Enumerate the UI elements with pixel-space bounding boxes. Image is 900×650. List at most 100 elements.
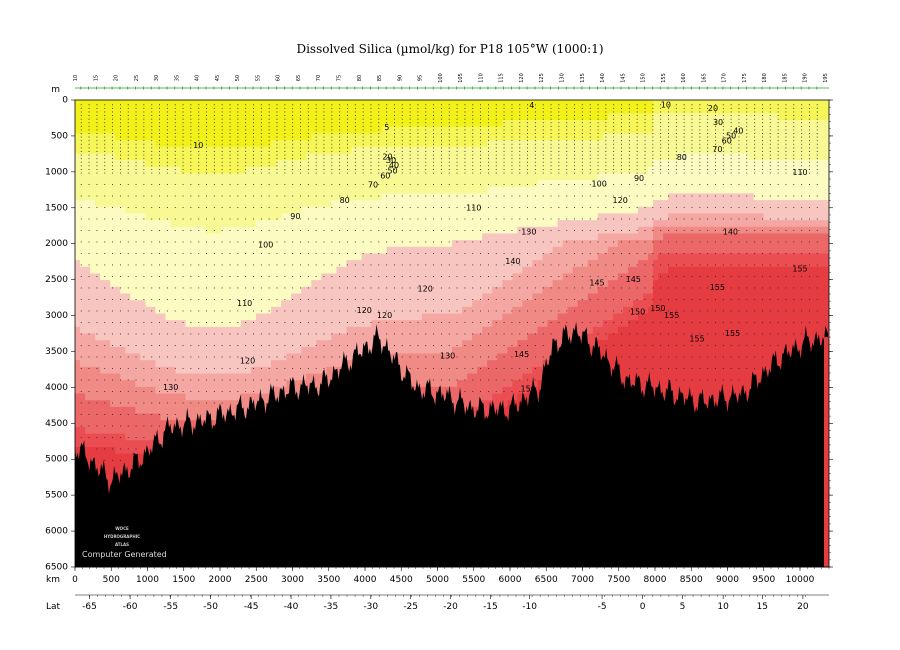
field-cell	[291, 193, 297, 201]
field-cell	[115, 126, 121, 134]
field-cell	[396, 313, 403, 321]
field-cell	[341, 306, 348, 315]
field-cell	[140, 100, 146, 108]
field-cell	[240, 200, 247, 208]
field-cell	[195, 280, 202, 288]
field-cell	[296, 300, 302, 308]
field-cell	[381, 200, 388, 208]
field-cell	[336, 240, 343, 248]
field-cell	[170, 160, 177, 168]
field-cell	[125, 366, 131, 375]
field-cell	[140, 180, 146, 188]
field-cell	[225, 286, 232, 295]
field-cell	[185, 393, 192, 401]
field-cell	[85, 200, 91, 208]
field-cell	[210, 133, 217, 141]
field-cell	[321, 206, 327, 215]
field-cell	[260, 346, 267, 355]
field-cell	[266, 273, 272, 281]
field-cell	[220, 280, 227, 288]
field-cell	[225, 126, 232, 134]
field-cell	[266, 326, 272, 335]
field-cell	[115, 320, 121, 328]
field-cell	[75, 180, 81, 188]
field-cell	[266, 293, 272, 301]
field-cell	[321, 180, 327, 188]
field-cell	[260, 273, 267, 281]
field-cell	[100, 366, 106, 375]
field-cell	[366, 340, 373, 348]
field-cell	[205, 313, 212, 321]
field-cell	[346, 186, 353, 194]
field-cell	[180, 300, 187, 308]
field-cell	[431, 180, 438, 188]
field-cell	[110, 193, 116, 201]
field-cell	[281, 160, 287, 168]
field-cell	[326, 360, 332, 368]
field-cell	[411, 260, 418, 268]
field-cell	[85, 373, 91, 381]
field-cell	[381, 126, 388, 134]
field-cell	[220, 253, 227, 261]
field-cell	[165, 373, 172, 381]
field-cell	[311, 220, 317, 228]
field-cell	[391, 293, 398, 301]
field-cell	[115, 206, 121, 215]
field-cell	[341, 320, 348, 328]
field-cell	[160, 126, 167, 134]
field-cell	[301, 253, 307, 261]
field-cell	[266, 373, 272, 381]
field-cell	[150, 180, 157, 188]
field-cell	[85, 253, 91, 261]
field-cell	[286, 146, 292, 154]
field-cell	[346, 300, 353, 308]
field-cell	[371, 300, 378, 308]
field-cell	[80, 240, 86, 248]
field-cell	[286, 106, 292, 114]
field-cell	[321, 313, 327, 321]
field-cell	[336, 326, 343, 335]
field-cell	[291, 206, 297, 215]
field-cell	[150, 326, 157, 335]
field-cell	[426, 213, 433, 221]
field-cell	[431, 186, 438, 194]
field-cell	[356, 293, 363, 301]
field-cell	[215, 260, 222, 268]
field-cell	[306, 166, 312, 174]
field-cell	[90, 253, 96, 261]
field-cell	[225, 366, 232, 375]
field-cell	[235, 366, 242, 375]
field-cell	[311, 340, 317, 348]
field-cell	[90, 220, 96, 228]
field-cell	[155, 213, 162, 221]
field-cell	[150, 333, 157, 341]
field-cell	[90, 260, 96, 268]
field-cell	[336, 146, 343, 154]
field-cell	[291, 113, 297, 121]
field-cell	[245, 306, 252, 315]
field-cell	[95, 306, 101, 315]
field-cell	[245, 186, 252, 194]
field-cell	[80, 220, 86, 228]
field-cell	[311, 260, 317, 268]
field-cell	[301, 166, 307, 174]
field-cell	[175, 213, 182, 221]
field-cell	[426, 233, 433, 241]
field-cell	[240, 206, 247, 215]
field-cell	[150, 373, 157, 381]
field-cell	[406, 100, 413, 108]
field-cell	[271, 306, 277, 315]
field-cell	[351, 293, 358, 301]
field-cell	[195, 393, 202, 401]
field-cell	[401, 213, 408, 221]
field-cell	[376, 293, 383, 301]
field-cell	[100, 173, 106, 181]
field-cell	[95, 353, 101, 361]
field-cell	[80, 433, 86, 441]
field-cell	[155, 166, 162, 174]
field-cell	[396, 153, 403, 161]
field-cell	[140, 293, 146, 301]
field-cell	[411, 273, 418, 281]
field-cell	[426, 133, 433, 141]
field-cell	[105, 173, 111, 181]
